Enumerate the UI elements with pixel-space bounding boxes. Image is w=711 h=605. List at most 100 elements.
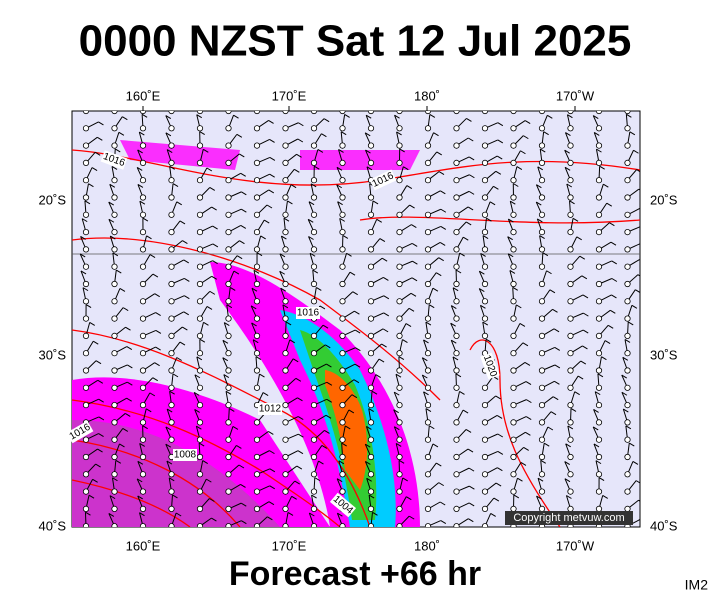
station bbox=[112, 108, 117, 113]
station bbox=[112, 195, 117, 200]
station bbox=[596, 437, 601, 442]
title: 0000 NZST Sat 12 Jul 2025 bbox=[79, 17, 632, 66]
barb-flag bbox=[551, 100, 556, 103]
barb-flag bbox=[195, 98, 200, 101]
station bbox=[340, 299, 345, 304]
station bbox=[226, 524, 231, 529]
station bbox=[539, 281, 544, 286]
station bbox=[283, 489, 288, 494]
station bbox=[340, 178, 345, 183]
station bbox=[625, 368, 630, 373]
station bbox=[254, 264, 259, 269]
station bbox=[197, 368, 202, 373]
station bbox=[254, 126, 259, 131]
station bbox=[112, 385, 117, 390]
station bbox=[425, 524, 430, 529]
station bbox=[140, 402, 145, 407]
lat-label-right: 30˚S bbox=[650, 347, 678, 362]
station bbox=[539, 247, 544, 252]
station bbox=[83, 489, 88, 494]
station bbox=[197, 143, 202, 148]
station bbox=[340, 229, 345, 234]
barb-flag bbox=[394, 98, 399, 101]
station bbox=[83, 351, 88, 356]
station bbox=[169, 229, 174, 234]
station bbox=[568, 472, 573, 477]
station bbox=[112, 333, 117, 338]
station bbox=[140, 160, 145, 165]
station bbox=[425, 247, 430, 252]
station bbox=[454, 316, 459, 321]
barb-flag bbox=[298, 105, 303, 108]
station bbox=[511, 437, 516, 442]
station bbox=[226, 264, 231, 269]
lat-label-left: 40˚S bbox=[39, 518, 67, 533]
station bbox=[368, 437, 373, 442]
station bbox=[226, 402, 231, 407]
station bbox=[568, 108, 573, 113]
station bbox=[83, 368, 88, 373]
station bbox=[425, 299, 430, 304]
station bbox=[226, 126, 231, 131]
station bbox=[226, 229, 231, 234]
station bbox=[368, 247, 373, 252]
barb-flag bbox=[526, 105, 531, 108]
station bbox=[112, 264, 117, 269]
station bbox=[311, 385, 316, 390]
station bbox=[397, 351, 402, 356]
station bbox=[311, 178, 316, 183]
station bbox=[254, 143, 259, 148]
station bbox=[254, 229, 259, 234]
station bbox=[454, 420, 459, 425]
station bbox=[140, 229, 145, 234]
station bbox=[83, 454, 88, 459]
station bbox=[596, 126, 601, 131]
station bbox=[83, 402, 88, 407]
station bbox=[340, 195, 345, 200]
station bbox=[197, 229, 202, 234]
station bbox=[169, 437, 174, 442]
station bbox=[596, 385, 601, 390]
station bbox=[568, 333, 573, 338]
station bbox=[625, 264, 630, 269]
station bbox=[368, 160, 373, 165]
station bbox=[83, 212, 88, 217]
station bbox=[197, 437, 202, 442]
station bbox=[311, 299, 316, 304]
station bbox=[625, 351, 630, 356]
station bbox=[368, 506, 373, 511]
barb-staff bbox=[195, 98, 200, 111]
barb-flag bbox=[640, 208, 645, 211]
station bbox=[254, 281, 259, 286]
station bbox=[83, 178, 88, 183]
station bbox=[140, 385, 145, 390]
station bbox=[596, 195, 601, 200]
station bbox=[169, 506, 174, 511]
station bbox=[112, 489, 117, 494]
station bbox=[368, 472, 373, 477]
station bbox=[425, 454, 430, 459]
station bbox=[340, 385, 345, 390]
station bbox=[425, 264, 430, 269]
station bbox=[83, 506, 88, 511]
isobar-label: 1016 bbox=[297, 308, 320, 319]
station bbox=[283, 316, 288, 321]
station bbox=[83, 524, 88, 529]
station bbox=[283, 472, 288, 477]
station bbox=[226, 351, 231, 356]
station bbox=[254, 160, 259, 165]
station bbox=[283, 385, 288, 390]
station bbox=[511, 316, 516, 321]
station bbox=[340, 402, 345, 407]
station bbox=[368, 385, 373, 390]
station bbox=[397, 506, 402, 511]
barb-flag bbox=[640, 520, 645, 523]
station bbox=[511, 489, 516, 494]
station bbox=[596, 264, 601, 269]
station bbox=[254, 212, 259, 217]
station bbox=[511, 402, 516, 407]
station bbox=[482, 420, 487, 425]
station bbox=[169, 316, 174, 321]
station bbox=[568, 385, 573, 390]
station bbox=[140, 506, 145, 511]
